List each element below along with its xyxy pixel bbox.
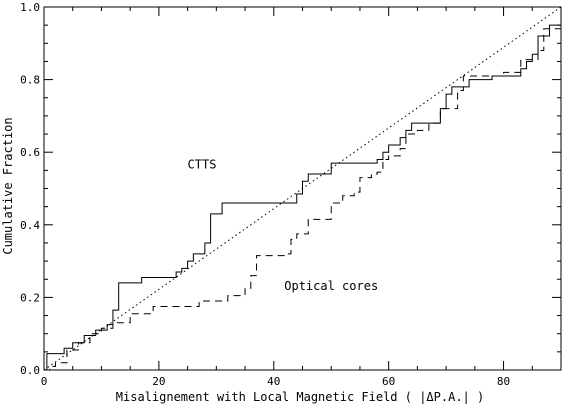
y-tick-label: 1.0 xyxy=(20,1,40,14)
x-tick-label: 0 xyxy=(41,375,48,388)
x-tick-label: 80 xyxy=(497,375,510,388)
x-tick-label: 60 xyxy=(382,375,395,388)
x-tick-label: 20 xyxy=(152,375,165,388)
y-tick-label: 0.2 xyxy=(20,291,40,304)
y-tick-label: 0.6 xyxy=(20,146,40,159)
series-annotation: CTTS xyxy=(188,158,217,172)
tick-labels: 0 20 40 60 80 0.0 0.2 0.4 0.6 0.8 1.0 xyxy=(20,1,510,388)
x-axis-title: Misalignement with Local Magnetic Field … xyxy=(116,390,484,404)
solid-step-line xyxy=(44,7,562,371)
dotted-step-line xyxy=(43,6,562,371)
x-tick-label: 40 xyxy=(267,375,280,388)
y-axis-title: Cumulative Fraction xyxy=(1,117,15,254)
y-tick-label: 0.8 xyxy=(20,74,40,87)
y-tick-label: 0.0 xyxy=(20,364,40,377)
series-annotation: Optical cores xyxy=(284,279,378,293)
y-tick-label: 0.4 xyxy=(20,219,40,232)
series-layer xyxy=(43,6,562,371)
axis-ticks xyxy=(43,6,562,371)
annotations: CTTS Optical cores xyxy=(188,158,379,294)
